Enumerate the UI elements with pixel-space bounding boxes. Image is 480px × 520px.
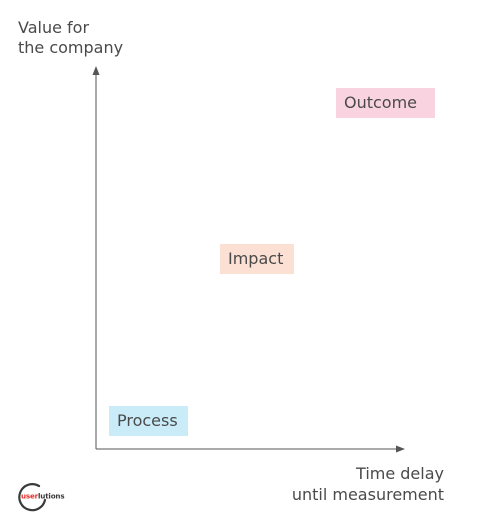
x-axis-arrow-icon <box>396 445 405 453</box>
process-label: Process <box>117 411 178 430</box>
x-axis-label: Time delay until measurement <box>292 463 444 505</box>
y-axis-arrow-icon <box>92 66 100 75</box>
y-axis-label: Value for the company <box>18 18 123 58</box>
logo-text: userlutions <box>21 492 64 501</box>
y-axis-label-line-1: Value for <box>18 18 90 37</box>
outcome-label: Outcome <box>344 93 418 112</box>
logo-text-accent: user <box>21 492 39 501</box>
impact-box: Impact <box>220 244 294 274</box>
outcome-box: Outcome <box>336 88 435 118</box>
logo-text-rest: lutions <box>38 492 64 501</box>
impact-label: Impact <box>228 249 284 268</box>
x-axis-label-line-2: until measurement <box>291 485 444 504</box>
process-box: Process <box>109 406 188 436</box>
logo-ring-icon <box>18 483 47 512</box>
userlutions-logo: userlutions <box>18 483 65 512</box>
x-axis-label-line-1: Time delay <box>356 464 444 483</box>
y-axis-label-line-2: the company <box>18 38 124 57</box>
